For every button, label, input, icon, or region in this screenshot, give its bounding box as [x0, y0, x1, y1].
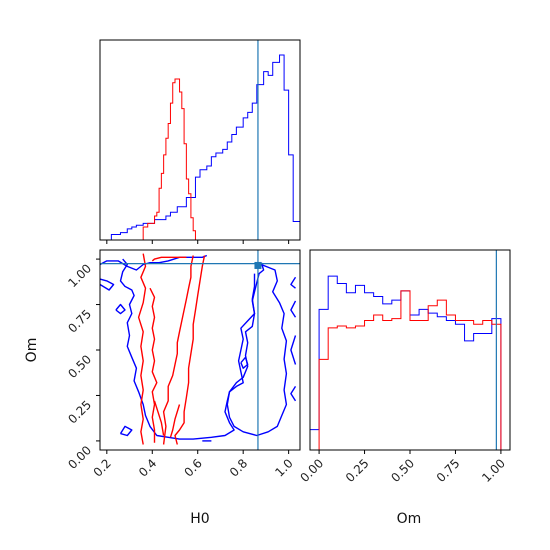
- om-hist-frame: [309, 249, 511, 451]
- contour-line-7: [290, 300, 297, 318]
- om-axis-label-left: Om: [24, 338, 40, 363]
- contour-line-17: [153, 400, 165, 436]
- contour-line-1: [99, 254, 208, 271]
- contour-line-14: [151, 256, 187, 262]
- contour-line-6: [240, 356, 249, 369]
- joint-ytick-label-1: 0.25: [65, 398, 94, 427]
- contour-line-12: [137, 253, 147, 445]
- h0-histogram-series-1: [100, 78, 300, 241]
- joint-xtick-label-4: 1.0: [272, 456, 295, 479]
- joint-truth-marker: [254, 261, 262, 269]
- contour-line-2: [99, 278, 115, 291]
- h0-axis-label: H0: [190, 511, 209, 527]
- om-histogram-series-1: [310, 290, 510, 451]
- om-xtick-label-1: 0.25: [343, 456, 372, 485]
- h0-hist-frame: [99, 39, 301, 241]
- h0-histogram-series-0: [100, 54, 300, 241]
- om-xtick-label-3: 0.75: [434, 456, 463, 485]
- om-marginal-panel: 0.00 0.25 0.50 0.75 1.00: [297, 249, 511, 485]
- joint-xtick-label-0: 0.2: [91, 456, 114, 479]
- contour-line-5: [119, 425, 133, 437]
- h0-marginal-panel: [99, 39, 301, 244]
- joint-ytick-label-0: 0.00: [65, 443, 94, 472]
- joint-ytick-label-4: 1.00: [65, 261, 94, 290]
- joint-xtick-label-3: 0.8: [227, 456, 250, 479]
- om-xtick-label-0: 0.00: [297, 456, 326, 485]
- om-xtick-label-4: 1.00: [479, 456, 508, 485]
- om-xtick-label-2: 0.50: [388, 456, 417, 485]
- h0-om-joint-panel: 0.2 0.4 0.6 0.8 1.0 0.00 0.25 0.50 0.75 1.00: [65, 249, 301, 480]
- contour-line-13: [149, 287, 158, 443]
- joint-xtick-label-1: 0.4: [136, 456, 159, 479]
- contour-line-0: [119, 258, 265, 440]
- joint-ytick-label-3: 0.75: [65, 307, 94, 336]
- contour-line-16: [174, 255, 206, 445]
- contour-line-18: [169, 404, 181, 438]
- contour-line-10: [290, 276, 297, 289]
- contour-line-8: [290, 335, 297, 365]
- contour-line-4: [115, 303, 126, 315]
- om-axis-label-bottom: Om: [397, 511, 422, 527]
- contour-line-9: [290, 386, 297, 402]
- joint-xtick-label-2: 0.6: [181, 456, 204, 479]
- contour-line-15: [162, 255, 194, 445]
- contour-line-3: [226, 262, 288, 437]
- joint-ytick-label-2: 0.50: [65, 352, 94, 381]
